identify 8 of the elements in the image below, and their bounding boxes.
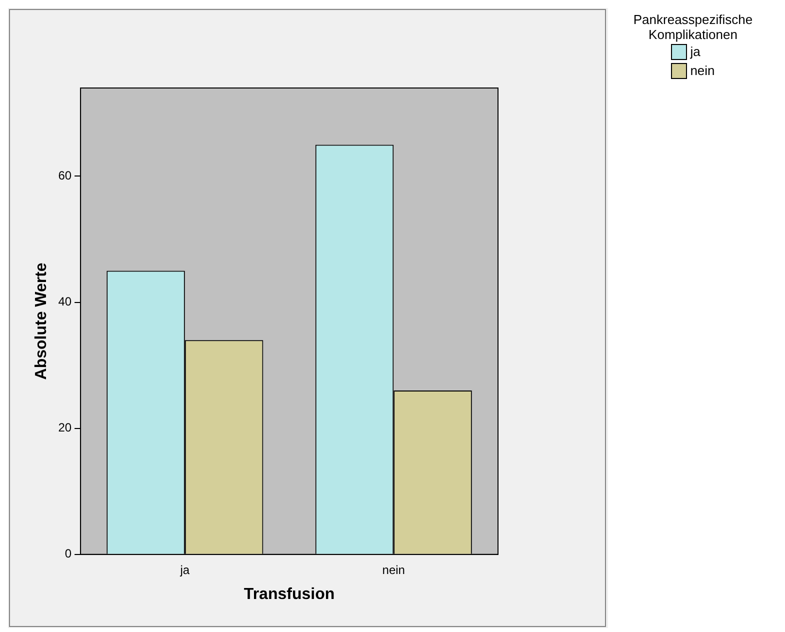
- y-axis-title: Absolute Werte: [33, 262, 50, 380]
- y-tick-label: 40: [58, 294, 72, 309]
- y-tick-label: 0: [64, 546, 72, 561]
- y-tick-label: 60: [58, 168, 72, 183]
- legend-label: nein: [690, 63, 715, 78]
- legend-label: ja: [690, 44, 700, 59]
- y-tick-label: 20: [58, 420, 72, 435]
- x-axis-title: Transfusion: [244, 586, 335, 603]
